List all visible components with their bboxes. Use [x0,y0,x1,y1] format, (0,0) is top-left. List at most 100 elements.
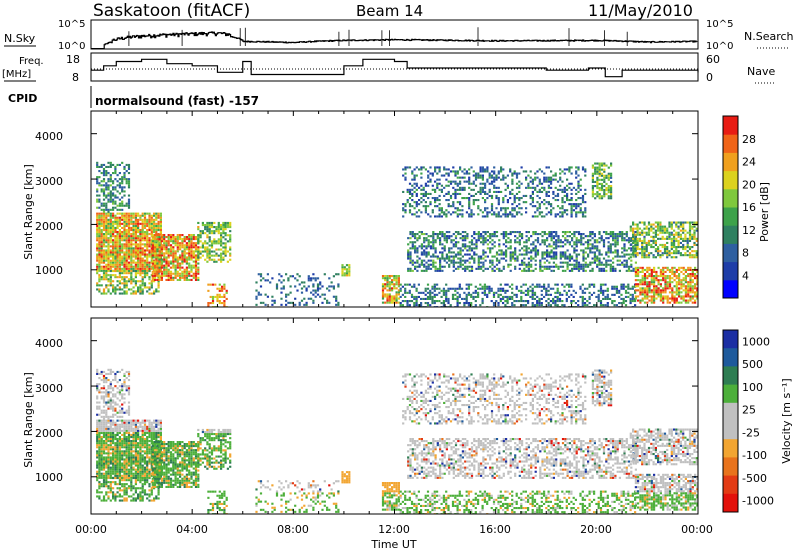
power-cell [411,205,414,208]
power-cell [420,233,423,236]
power-cell [531,186,534,189]
power-cell [509,263,512,266]
power-cell [118,274,121,277]
power-cell [188,254,191,257]
power-cell [513,170,516,173]
power-cell [566,265,569,268]
power-cell [141,226,144,229]
power-cell [653,275,656,278]
power-cell [116,222,119,225]
power-cell [495,178,498,181]
power-cell [531,297,534,300]
power-cell [116,288,119,291]
power-cell [174,244,177,247]
power-cell [163,234,166,237]
power-cell [457,251,460,254]
power-cell [154,254,157,257]
power-cell [468,249,471,252]
power-cell [105,188,108,191]
power-cell [112,251,115,254]
power-cell [384,287,387,290]
power-cell [589,269,592,272]
power-cell [146,267,149,270]
power-cell [434,249,437,252]
power-cell [441,235,444,238]
power-cell [631,297,634,300]
power-cell [185,256,188,259]
power-cell [141,235,144,238]
power-cell [596,193,599,196]
power-cell [107,172,110,175]
power-cell [475,233,478,236]
power-cell [159,218,162,221]
power-cell [639,301,642,304]
power-cell [650,252,653,255]
power-cell [643,279,647,282]
power-cell [137,269,140,272]
power-cell [555,241,558,244]
power-cell [561,197,564,200]
power-cell [618,259,621,262]
power-cell [610,193,613,196]
power-cell [158,260,161,263]
power-cell [107,251,110,254]
power-cell [114,188,117,191]
power-cell [96,272,99,275]
power-cell [614,251,617,254]
power-cell [432,233,435,236]
power-cell [422,166,425,169]
power-cell [222,224,225,227]
power-cell [493,176,496,179]
power-cell [689,291,692,294]
power-cell [410,295,414,298]
power-cell [208,248,211,251]
power-cell [112,231,115,234]
power-cell [427,197,430,200]
power-cell [402,203,405,206]
power-cell [408,289,411,292]
power-cell [407,267,410,270]
power-cell [427,184,430,187]
power-cell [427,235,430,238]
power-cell [112,208,115,211]
power-cell [527,267,530,270]
power-cell [123,226,126,229]
power-cell [527,231,530,234]
power-cell [427,253,430,256]
power-cell [447,289,450,292]
power-cell [662,266,665,269]
power-cell [522,304,525,307]
power-cell [107,239,110,242]
power-cell [618,269,621,272]
power-cell [603,180,606,183]
power-cell [657,252,660,255]
power-cell [105,235,108,238]
power-cell [130,226,133,229]
power-cell [134,245,137,248]
power-cell [614,233,617,236]
power-cell [132,224,135,227]
power-cell [463,172,466,175]
power-cell [557,265,560,268]
power-cell [415,302,418,305]
power-cell [495,235,499,238]
power-cell [123,245,126,248]
power-cell [220,254,223,257]
power-cell [545,287,548,290]
power-cell [488,194,491,197]
power-cell [624,291,628,294]
power-cell [557,241,560,244]
power-cell [436,205,439,208]
power-cell [646,301,649,304]
power-cell [176,244,179,247]
power-cell [271,303,274,306]
power-cell [464,239,467,242]
power-cell [634,270,637,273]
power-cell [489,261,492,264]
power-cell [148,278,151,281]
power-cell [420,291,423,294]
power-cell [201,221,204,224]
power-cell [452,186,455,189]
power-cell [680,266,683,269]
power-cell [433,283,436,286]
